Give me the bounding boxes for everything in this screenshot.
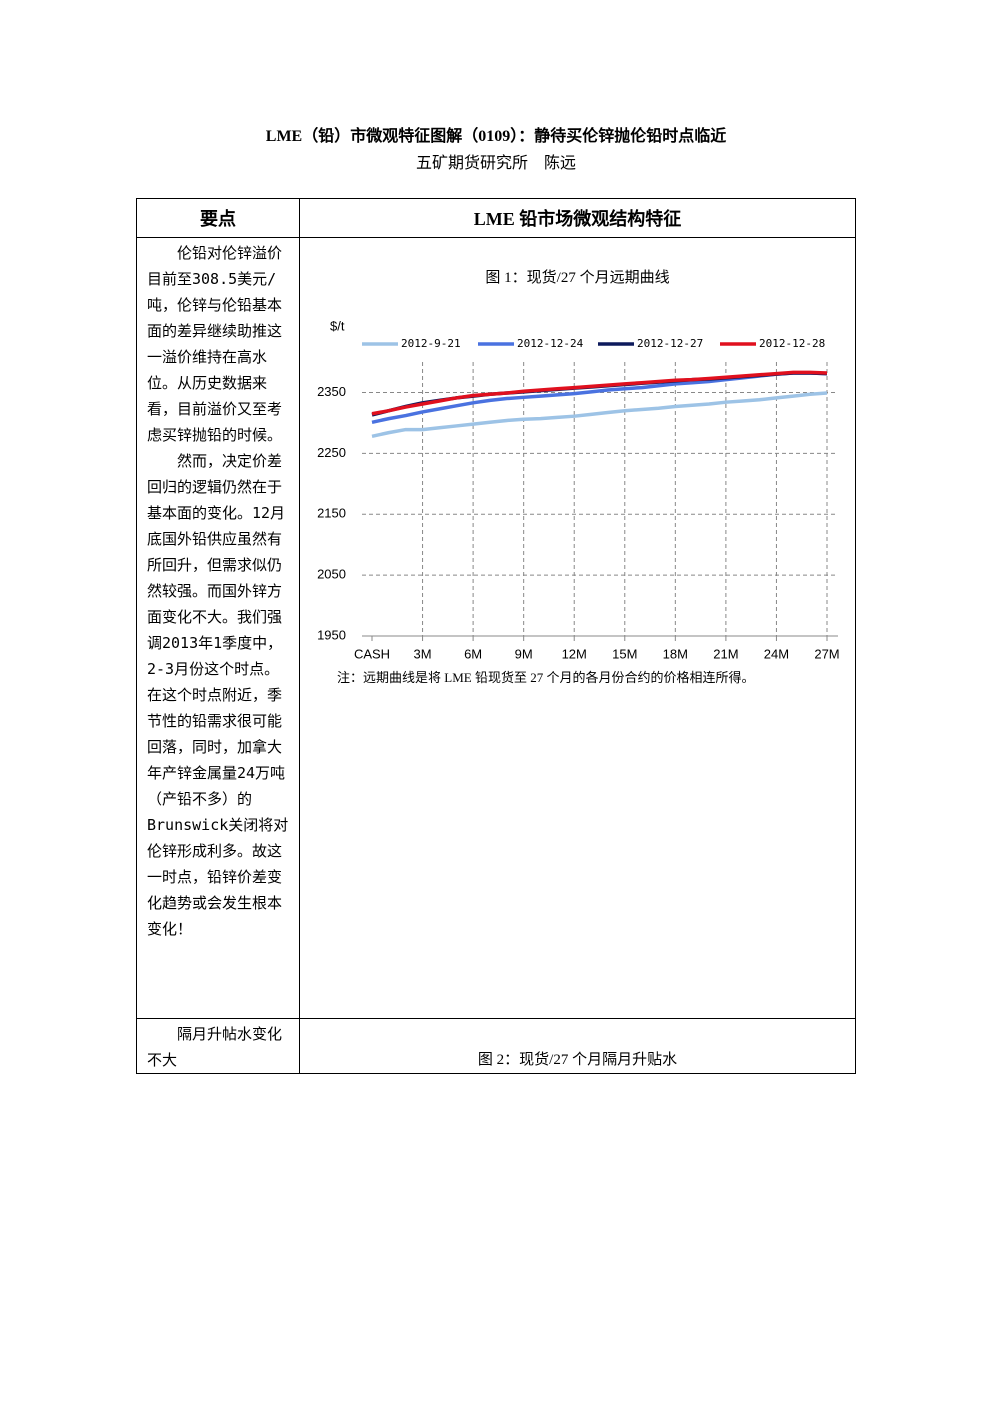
y-tick-label: 2250: [317, 445, 346, 460]
chart: $/t 1950 2050 2150 2250 2350 CASH 3M 6M 9M 12M 15M…: [317, 318, 840, 661]
legend-label: 2012-9-21: [401, 337, 461, 350]
x-tick-label: 18M: [663, 646, 688, 661]
points-cell: 伦铅对伦锌溢价目前至308.5美元/吨，伦锌与伦铅基本面的差异继续助推这一溢价维…: [136, 237, 300, 1019]
figure-caption: 图 1：现货/27 个月远期曲线: [485, 270, 670, 286]
x-tick-label: 27M: [814, 646, 839, 661]
author: 五矿期货研究所 陈远: [415, 155, 576, 172]
column-header: 要点: [136, 198, 300, 238]
legend-label: 2012-12-27: [637, 337, 703, 350]
x-tick-label: 6M: [464, 646, 482, 661]
x-tick-label: CASH: [354, 646, 390, 661]
figure-cell: 图 1：现货/27 个月远期曲线 $/t 1950 2050 2150 2250 235…: [299, 237, 856, 1019]
y-tick-label: 1950: [317, 627, 346, 642]
figure-cell: 图 2：现货/27 个月隔月升贴水: [299, 1018, 856, 1074]
table: 要点 LME 铅市场微观结构特征 伦铅对伦锌溢价目前至308.5美元/吨，伦锌与…: [136, 198, 856, 1074]
legend-label: 2012-12-28: [759, 337, 825, 350]
y-tick-label: 2050: [317, 567, 346, 582]
x-tick-label: 9M: [515, 646, 533, 661]
x-tick-label: 24M: [764, 646, 789, 661]
x-tick-label: 15M: [612, 646, 637, 661]
y-tick-label: 2350: [317, 384, 346, 399]
points-cell: 隔月升帖水变化不大: [136, 1018, 300, 1074]
y-tick-label: 2150: [317, 506, 346, 521]
series-line: [371, 370, 828, 416]
column-header: LME 铅市场微观结构特征: [299, 198, 856, 238]
figure-caption: 图 2：现货/27 个月隔月升贴水: [477, 1052, 678, 1068]
figure-note: 注：远期曲线是将 LME 铅现货至 27 个月的各月份合约的价格相连所得。: [337, 670, 755, 685]
y-axis-label: $/t: [330, 318, 345, 333]
x-tick-label: 21M: [713, 646, 738, 661]
x-tick-label: 12M: [562, 646, 587, 661]
title: LME（铅）市微观特征图解（0109）：静待买伦锌抛伦铅时点临近: [265, 128, 727, 145]
paragraph: 然而，决定价差回归的逻辑仍然在于基本面的变化。12月底国外铅供应虽然有所回升，但…: [147, 452, 289, 938]
paragraph: 伦铅对伦锌溢价目前至308.5美元/吨，伦锌与伦铅基本面的差异继续助推这一溢价维…: [147, 244, 283, 444]
series-line: [371, 391, 828, 438]
legend-label: 2012-12-24: [517, 337, 584, 350]
paragraph: 隔月升帖水变化不大: [147, 1025, 283, 1069]
x-tick-label: 3M: [414, 646, 432, 661]
